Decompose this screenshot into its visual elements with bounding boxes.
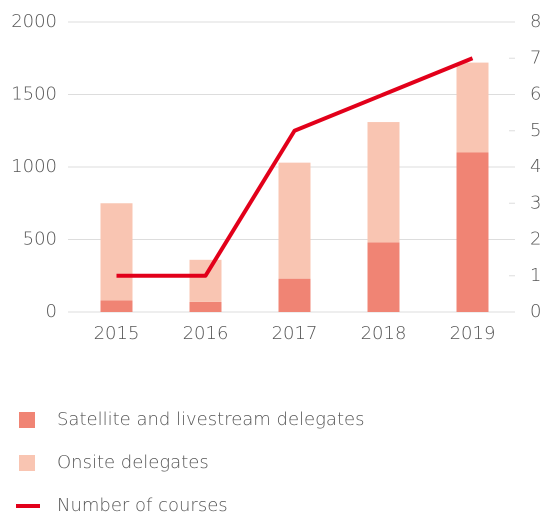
x-tick-label: 2017: [272, 323, 318, 344]
bar: [367, 122, 400, 243]
bar: [100, 300, 133, 312]
y-tick-label: 1000: [11, 156, 57, 177]
legend-label: Onsite delegates: [57, 452, 209, 473]
bar: [456, 62, 489, 153]
y2-tick-label: 4: [530, 156, 541, 177]
x-tick-label: 2019: [450, 323, 496, 344]
bar: [189, 259, 222, 302]
y-tick-label: 0: [46, 301, 57, 322]
bar: [189, 301, 222, 312]
x-tick-label: 2018: [361, 323, 407, 344]
y2-tick-label: 3: [530, 192, 541, 213]
y2-tick-label: 2: [530, 229, 541, 250]
bar: [456, 152, 489, 312]
y2-tick-label: 1: [530, 265, 541, 286]
legend-swatch: [19, 455, 35, 471]
y2-tick-label: 0: [530, 301, 541, 322]
bar: [278, 162, 311, 279]
y2-tick-label: 5: [530, 120, 541, 141]
x-tick-label: 2015: [94, 323, 140, 344]
y2-tick-label: 8: [530, 11, 541, 32]
bar: [278, 278, 311, 312]
legend-label: Number of courses: [57, 495, 228, 516]
y-tick-label: 500: [23, 229, 57, 250]
bar: [367, 242, 400, 312]
y2-tick-label: 7: [530, 47, 541, 68]
x-tick-label: 2016: [183, 323, 229, 344]
y2-tick-label: 6: [530, 84, 541, 105]
legend-label: Satellite and livestream delegates: [57, 409, 364, 430]
line: [116, 56, 474, 278]
y-tick-label: 2000: [11, 11, 57, 32]
bar: [100, 203, 133, 301]
y-tick-label: 1500: [11, 84, 57, 105]
legend-swatch: [19, 412, 35, 428]
